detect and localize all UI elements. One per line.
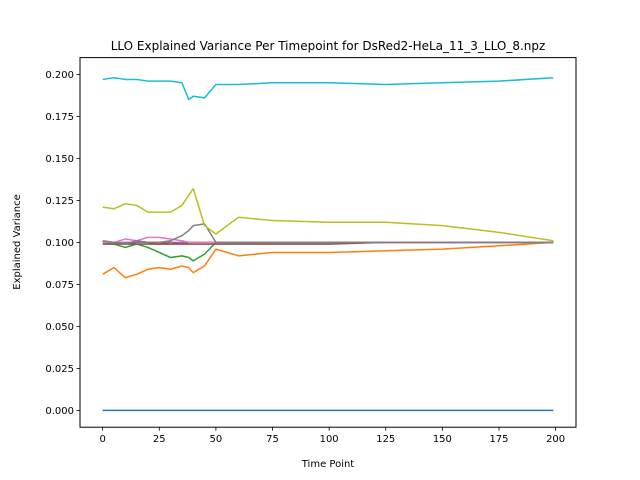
- y-tick-label: 0.125: [45, 196, 74, 207]
- series-line-6: [102, 236, 554, 244]
- x-tick-label: 50: [210, 434, 223, 445]
- series-line-7: [102, 223, 554, 245]
- y-tick-label: 0.050: [45, 322, 74, 333]
- x-tick-label: 25: [153, 434, 166, 445]
- series-line-1: [102, 241, 554, 279]
- y-tick-label: 0.200: [45, 70, 74, 81]
- x-tick-label: 150: [433, 434, 452, 445]
- x-tick-label: 125: [376, 434, 395, 445]
- chart-title: LLO Explained Variance Per Timepoint for…: [111, 39, 546, 53]
- y-tick-label: 0.150: [45, 154, 74, 165]
- y-tick-label: 0.175: [45, 112, 74, 123]
- y-tick-label: 0.100: [45, 238, 74, 249]
- x-axis-label: Time Point: [301, 459, 355, 470]
- series-line-2: [102, 241, 554, 262]
- y-tick-label: 0.000: [45, 406, 74, 417]
- x-tick-label: 75: [266, 434, 279, 445]
- y-tick-label: 0.075: [45, 280, 74, 291]
- x-tick-label: 200: [546, 434, 565, 445]
- y-axis-label: Explained Variance: [12, 194, 23, 289]
- y-axis-ticks: 0.000 0.025 0.050 0.075 0.100 0.125 0.150 0.175…: [45, 70, 80, 417]
- y-tick-label: 0.025: [45, 364, 74, 375]
- x-tick-label: 175: [489, 434, 508, 445]
- plot-series-layer: [102, 77, 554, 412]
- series-line-8: [102, 187, 554, 242]
- x-tick-label: 100: [320, 434, 339, 445]
- x-tick-label: 0: [99, 434, 105, 445]
- series-line-9: [102, 77, 554, 101]
- x-axis-ticks: 0 25 50 75 100 125 150 175 200: [99, 427, 565, 445]
